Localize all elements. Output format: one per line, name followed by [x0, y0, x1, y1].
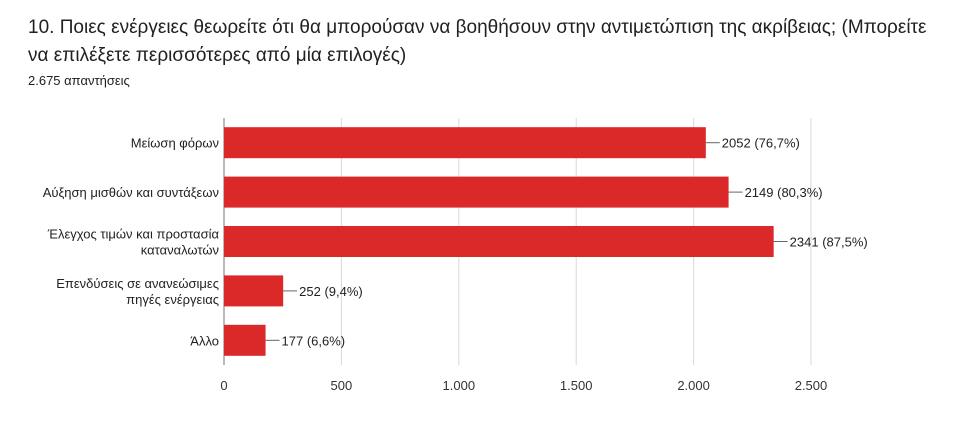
category-label: καταναλωτών — [141, 243, 219, 258]
category-label: Επενδύσεις σε ανανεώσιμες — [56, 276, 219, 291]
value-label: 2149 (80,3%) — [745, 185, 823, 200]
question-title: 10. Ποιες ενέργειες θεωρείτε ότι θα μπορ… — [28, 17, 927, 66]
labels: 0 500 1.000 1.500 2.000 2.500 2052 (76,7%) Μείω… — [43, 136, 868, 393]
bars — [224, 127, 788, 356]
category-label: πηγές ενέργειας — [126, 292, 219, 307]
x-tick-label: 2.500 — [795, 378, 828, 393]
x-tick-label: 0 — [220, 378, 227, 393]
response-count: 2.675 απαντήσεις — [28, 73, 130, 88]
value-label: 2341 (87,5%) — [790, 235, 868, 250]
x-tick-label: 1.500 — [560, 378, 593, 393]
category-label: Μείωση φόρων — [131, 136, 219, 151]
bar — [224, 275, 284, 307]
value-label: 177 (6,6%) — [282, 333, 346, 348]
x-tick-label: 1.000 — [443, 378, 476, 393]
value-label: 2052 (76,7%) — [722, 136, 800, 151]
value-label: 252 (9,4%) — [299, 284, 363, 299]
bar — [224, 324, 266, 356]
x-tick-label: 500 — [331, 378, 353, 393]
category-label: Αύξηση μισθών και συντάξεων — [43, 185, 219, 200]
bar — [224, 226, 774, 257]
bar — [224, 176, 729, 208]
category-label: Έλεγχος τιμών και προστασία — [47, 227, 220, 242]
bar — [224, 127, 706, 159]
category-label: Άλλο — [190, 333, 219, 348]
x-tick-label: 2.000 — [677, 378, 710, 393]
